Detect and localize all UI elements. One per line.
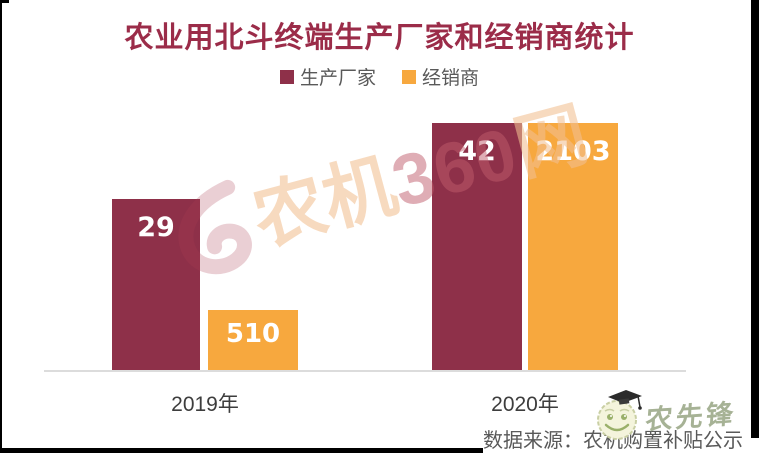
legend-item-manufacturers: 生产厂家	[279, 63, 376, 90]
x-axis-label-2019: 2019年	[171, 393, 239, 416]
bar-value-label: 510	[225, 319, 281, 349]
bar-dealers-2020: 2103	[528, 123, 618, 370]
bottom-border-artifact	[0, 448, 483, 453]
bar-value-label: 2103	[535, 136, 611, 167]
legend-item-dealers: 经销商	[402, 63, 479, 90]
bar-manufacturers-2019: 29	[112, 199, 200, 370]
right-border-artifact	[751, 0, 759, 438]
legend: 生产厂家 经销商	[0, 63, 759, 90]
legend-label-dealers: 经销商	[422, 68, 480, 89]
site-logo: 农先锋	[592, 383, 738, 445]
bar-value-label: 29	[137, 212, 175, 243]
manufacturers-swatch-icon	[279, 69, 294, 84]
bar-manufacturers-2020: 42	[432, 123, 522, 370]
left-border-artifact	[0, 0, 2, 453]
dealers-swatch-icon	[402, 69, 416, 84]
x-axis-line	[44, 370, 686, 372]
watermark-text-nongji: 农机	[244, 145, 405, 261]
x-axis-label-2020: 2020年	[491, 393, 559, 416]
bar-dealers-2019: 510	[208, 310, 298, 370]
legend-label-manufacturers: 生产厂家	[299, 68, 376, 89]
logo-text: 农先锋	[644, 398, 738, 435]
bar-value-label: 42	[458, 136, 496, 167]
corner-artifact	[0, 0, 9, 3]
chart-title: 农业用北斗终端生产厂家和经销商统计	[124, 22, 635, 54]
data-source-text: 数据来源：农机购置补贴公示	[483, 430, 743, 452]
graduate-smiley-icon	[597, 390, 642, 440]
